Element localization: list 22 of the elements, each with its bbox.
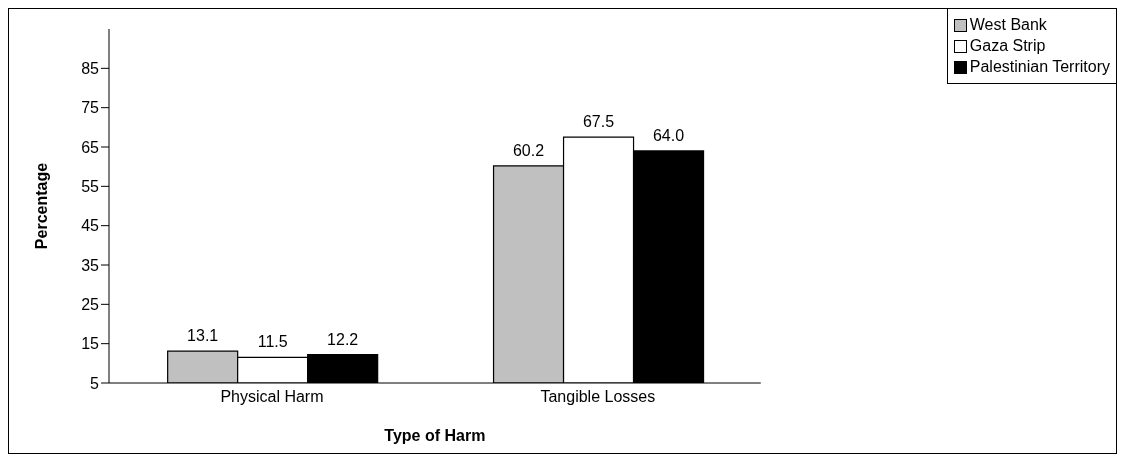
text: 11.5 [257,333,288,351]
legend-label: Gaza Strip [969,37,1046,55]
y-tick-label: 55 [81,178,100,196]
text: 12.2 [327,330,359,348]
text: 64.0 [652,126,685,144]
y-tick-label: 35 [81,256,100,274]
text: 67.5 [582,113,615,131]
y-tick-label: 15 [81,335,100,353]
y-tick-label: 25 [81,296,100,314]
text: 60.2 [512,141,545,159]
y-tick-label: 85 [81,60,100,78]
text: 13.1 [187,327,219,345]
legend-label: West Bank [969,16,1047,34]
y-axis-title: Percentage [32,162,50,250]
x-axis-title: Type of Harm [384,427,486,444]
legend-label: Palestinian Territory [969,58,1110,76]
y-tick-label: 45 [81,217,100,235]
x-tick-label: Tangible Losses [540,388,656,406]
y-tick-label: 5 [90,374,100,392]
x-tick-label: Physical Harm [220,388,324,406]
y-tick-label: 75 [81,99,100,117]
y-tick-label: 65 [81,138,100,156]
